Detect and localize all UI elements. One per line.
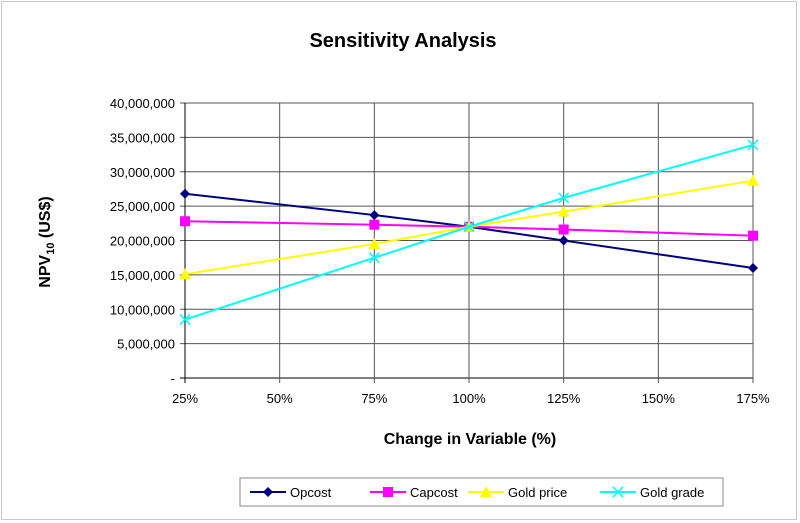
marker-triangle: [557, 205, 570, 217]
x-tick-label: 125%: [547, 391, 581, 406]
marker-triangle: [368, 237, 381, 249]
series-group: [179, 139, 759, 326]
marker-x: [368, 252, 380, 264]
legend-label: Gold price: [508, 485, 567, 500]
x-axis-ticks: 25% 50% 75% 100% 125% 150% 175%: [172, 391, 770, 406]
y-axis-label-sub: 10: [45, 243, 57, 255]
marker-square: [369, 219, 380, 230]
marker-x-stroke: [179, 314, 191, 326]
x-tick-label: 100%: [452, 391, 486, 406]
y-tick-label: 30,000,000: [110, 165, 175, 180]
y-tick-label: 20,000,000: [110, 234, 175, 249]
x-tick-label: 150%: [642, 391, 676, 406]
marker-square: [558, 224, 569, 235]
y-tick-label: 35,000,000: [110, 130, 175, 145]
legend-item: Opcost: [250, 485, 332, 500]
legend-item: Gold price: [468, 485, 567, 500]
y-axis-label-tail: (US$): [37, 196, 54, 242]
marker-square: [180, 216, 190, 227]
legend: Opcost Capcost Gold price Gold grade: [250, 485, 704, 500]
marker-triangle: [480, 486, 492, 497]
marker-diamond: [369, 210, 380, 221]
marker-x: [179, 314, 191, 326]
marker-diamond: [180, 188, 190, 199]
y-axis-label-main: NPV: [37, 254, 54, 287]
y-tick-label: 5,000,000: [117, 337, 175, 352]
marker-square: [383, 487, 393, 497]
marker-x-stroke: [463, 221, 475, 233]
legend-label: Capcost: [410, 485, 458, 500]
y-tick-label: 10,000,000: [110, 302, 175, 317]
legend-item: Capcost: [370, 485, 458, 500]
marker-x: [747, 139, 759, 151]
legend-label: Opcost: [290, 485, 332, 500]
chart-title: Sensitivity Analysis: [309, 30, 496, 52]
x-tick-label: 25%: [172, 391, 198, 406]
legend-label: Gold grade: [640, 485, 704, 500]
marker-x-stroke: [368, 252, 380, 264]
marker-diamond: [558, 235, 569, 246]
y-axis-ticks: - 5,000,000 10,000,000 15,000,000 20,000,000…: [110, 96, 175, 386]
marker-x: [612, 486, 624, 498]
marker-triangle: [747, 174, 759, 186]
marker-x-stroke: [612, 486, 624, 498]
marker-x: [463, 221, 475, 233]
grid: [180, 102, 754, 383]
marker-diamond: [748, 263, 758, 273]
marker-square: [748, 230, 758, 241]
y-tick-label: 25,000,000: [110, 199, 175, 214]
x-tick-label: 75%: [361, 391, 387, 406]
y-axis-label: NPV10 (US$): [37, 196, 57, 287]
y-tick-label: 40,000,000: [110, 96, 175, 111]
legend-item: Gold grade: [600, 485, 704, 500]
marker-triangle: [179, 268, 191, 280]
x-axis-label: Change in Variable (%): [384, 431, 556, 448]
y-tick-label: 15,000,000: [110, 268, 175, 283]
marker-x-stroke: [747, 139, 759, 151]
marker-x-stroke: [558, 192, 570, 204]
marker-x: [558, 192, 570, 204]
x-tick-label: 175%: [736, 391, 770, 406]
marker-diamond: [263, 487, 273, 497]
series-gold-grade: [179, 139, 759, 326]
y-tick-label: -: [171, 371, 175, 386]
x-tick-label: 50%: [267, 391, 293, 406]
